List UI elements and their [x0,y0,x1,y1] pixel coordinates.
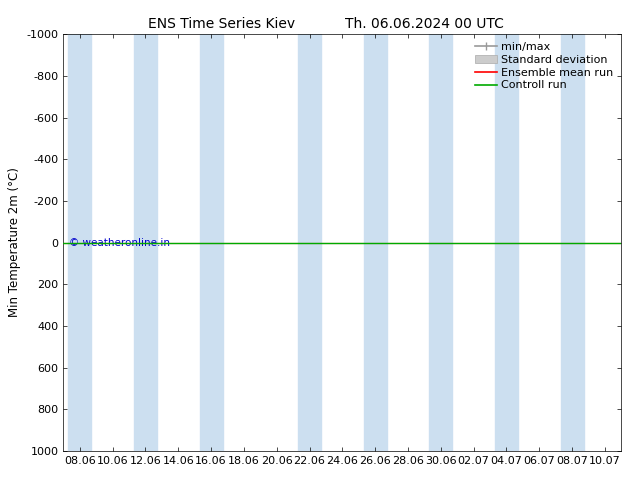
Text: ENS Time Series Kiev: ENS Time Series Kiev [148,17,295,31]
Bar [495,34,518,451]
Text: Th. 06.06.2024 00 UTC: Th. 06.06.2024 00 UTC [346,17,504,31]
Bar [298,34,321,451]
Bar [429,34,452,451]
Y-axis label: Min Temperature 2m (°C): Min Temperature 2m (°C) [8,168,21,318]
Bar [68,34,91,451]
Bar [560,34,583,451]
Bar [134,34,157,451]
Bar [364,34,387,451]
Bar [200,34,223,451]
Text: © weatheronline.in: © weatheronline.in [69,238,170,247]
Legend: min/max, Standard deviation, Ensemble mean run, Controll run: min/max, Standard deviation, Ensemble me… [472,40,616,93]
